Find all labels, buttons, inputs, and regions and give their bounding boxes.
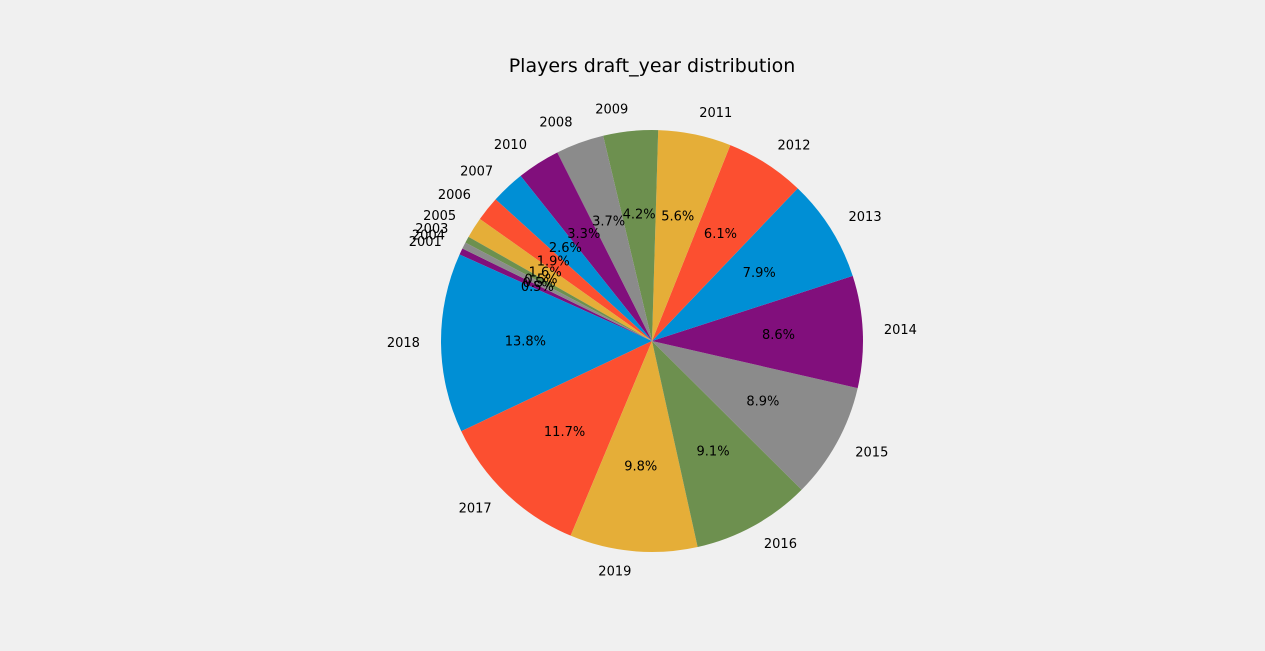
slice-label-2008: 2008: [539, 115, 572, 130]
pie-slice-2016: [652, 341, 802, 548]
percent-label-2004: 0.5%: [523, 276, 556, 291]
slice-label-2003: 2003: [415, 222, 448, 237]
pie-slices: [441, 130, 863, 552]
percent-label-2003: 0.5%: [524, 273, 557, 288]
pie-slice-2006: [479, 199, 652, 341]
slice-label-2015: 2015: [855, 446, 888, 461]
percent-label-2014: 8.6%: [762, 328, 795, 343]
percent-label-2007: 2.6%: [549, 241, 582, 256]
percent-label-2011: 5.6%: [661, 210, 694, 225]
pie-slice-2018: [441, 254, 652, 432]
slice-label-2011: 2011: [699, 106, 732, 121]
pie-slice-2003: [465, 236, 652, 341]
slice-label-2017: 2017: [459, 501, 492, 516]
pie-slice-2008: [557, 135, 652, 341]
percent-label-2015: 8.9%: [746, 395, 779, 410]
slice-label-2006: 2006: [438, 188, 471, 203]
slice-label-2013: 2013: [849, 210, 882, 225]
percent-label-2018: 13.8%: [505, 335, 546, 350]
percent-label-2001: 0.5%: [521, 280, 554, 295]
slice-label-2004: 2004: [412, 228, 445, 243]
pie-slice-2004: [462, 242, 652, 341]
slice-label-2010: 2010: [494, 138, 527, 153]
pie-slice-2017: [461, 341, 652, 536]
pie-slice-2010: [520, 152, 652, 341]
slice-label-2019: 2019: [598, 565, 631, 580]
percent-label-2010: 3.3%: [567, 227, 600, 242]
slice-label-2016: 2016: [764, 537, 797, 552]
percent-labels: 0.5% 13.8% 11.7% 9.8% 9.1% 8.9% 8.6% 7.9% 6.1% 5.…: [505, 208, 795, 475]
pie-slice-2014: [652, 275, 863, 389]
slice-label-2012: 2012: [777, 138, 810, 153]
pie-slice-2009: [603, 130, 659, 341]
slice-label-2009: 2009: [595, 103, 628, 118]
percent-label-2019: 9.8%: [624, 460, 657, 475]
percent-label-2017: 11.7%: [544, 425, 585, 440]
pie-slice-2012: [652, 145, 798, 341]
percent-label-2006: 1.9%: [537, 254, 570, 269]
pie-slice-2001: [459, 248, 652, 341]
percent-label-2009: 4.2%: [623, 208, 656, 223]
pie-slice-2015: [652, 341, 858, 490]
slice-label-2007: 2007: [460, 164, 493, 179]
slice-labels: 2001 2018 2017 2019 2016 2015 2014 2013 2012 2011…: [387, 103, 917, 580]
slice-label-2018: 2018: [387, 336, 420, 351]
percent-label-2008: 3.7%: [592, 215, 625, 230]
pie-slice-2007: [495, 175, 652, 341]
percent-label-2016: 9.1%: [697, 444, 730, 459]
pie-slice-2013: [652, 188, 853, 341]
slice-label-2005: 2005: [423, 209, 456, 224]
pie-slice-2011: [652, 130, 731, 341]
slice-label-2014: 2014: [884, 323, 917, 338]
percent-label-2005: 1.6%: [529, 266, 562, 281]
percent-label-2012: 6.1%: [704, 227, 737, 242]
pie-slice-2019: [570, 341, 698, 552]
percent-label-2013: 7.9%: [743, 266, 776, 281]
pie-slice-2005: [468, 218, 652, 341]
chart-title: Players draft_year distribution: [509, 55, 796, 77]
slice-label-2001: 2001: [409, 235, 442, 250]
